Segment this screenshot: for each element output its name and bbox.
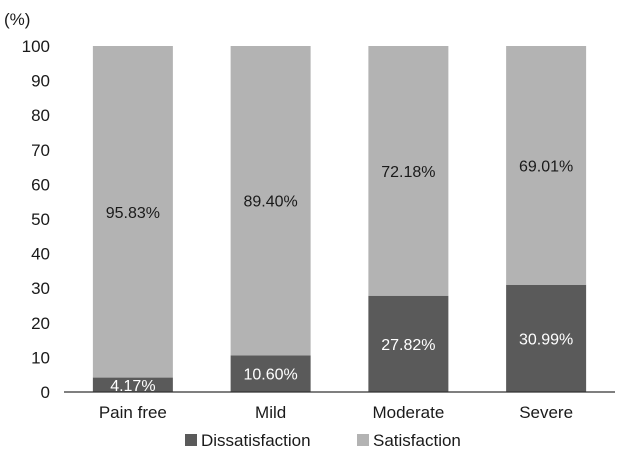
bar-value-label: 69.01% — [519, 158, 573, 175]
bar-satisfaction-mild — [230, 46, 311, 356]
y-tick-label: 90 — [31, 72, 50, 91]
bar-dissatisfaction-mild — [230, 355, 311, 392]
y-tick-label: 30 — [31, 279, 50, 298]
x-tick-label: Severe — [519, 403, 573, 422]
x-tick-label: Pain free — [99, 403, 167, 422]
bar-satisfaction-moderate — [368, 46, 449, 296]
bar-value-label: 72.18% — [381, 164, 435, 181]
y-tick-label: 20 — [31, 314, 50, 333]
legend-label-satisfaction: Satisfaction — [373, 431, 461, 450]
y-tick-label: 70 — [31, 141, 50, 160]
legend-swatch-dissatisfaction — [185, 434, 197, 446]
bars-group: 4.17% 95.83% 10.60% 89.40% 27.82% 72.18% 30.99… — [92, 46, 587, 395]
bar-value-label: 30.99% — [519, 331, 573, 348]
bar-value-label: 4.17% — [110, 378, 155, 395]
y-tick-label: 80 — [31, 106, 50, 125]
y-tick-label: 60 — [31, 175, 50, 194]
legend: Dissatisfaction Satisfaction — [185, 431, 461, 450]
bar-satisfaction-severe — [506, 46, 587, 285]
bar-value-label: 89.40% — [243, 194, 297, 211]
bar-value-label: 27.82% — [381, 337, 435, 354]
y-tick-label: 10 — [31, 348, 50, 367]
y-axis-ticks: 0 10 20 30 40 50 60 70 80 90 100 — [22, 37, 50, 402]
category-labels: Pain free Mild Moderate Severe — [99, 403, 573, 422]
legend-swatch-satisfaction — [357, 434, 369, 446]
bar-dissatisfaction-pain-free — [92, 377, 173, 392]
y-tick-label: 50 — [31, 210, 50, 229]
bar-value-label: 10.60% — [243, 367, 297, 384]
x-tick-label: Moderate — [372, 403, 444, 422]
bar-satisfaction-pain-free — [92, 46, 173, 378]
x-tick-label: Mild — [255, 403, 286, 422]
bar-dissatisfaction-severe — [506, 284, 587, 392]
y-tick-label: 100 — [22, 37, 50, 56]
y-axis-unit-label: (%) — [4, 10, 30, 29]
y-tick-label: 0 — [41, 383, 50, 402]
bar-dissatisfaction-moderate — [368, 295, 449, 392]
legend-label-dissatisfaction: Dissatisfaction — [201, 431, 311, 450]
y-tick-label: 40 — [31, 245, 50, 264]
bar-value-label: 95.83% — [106, 205, 160, 222]
